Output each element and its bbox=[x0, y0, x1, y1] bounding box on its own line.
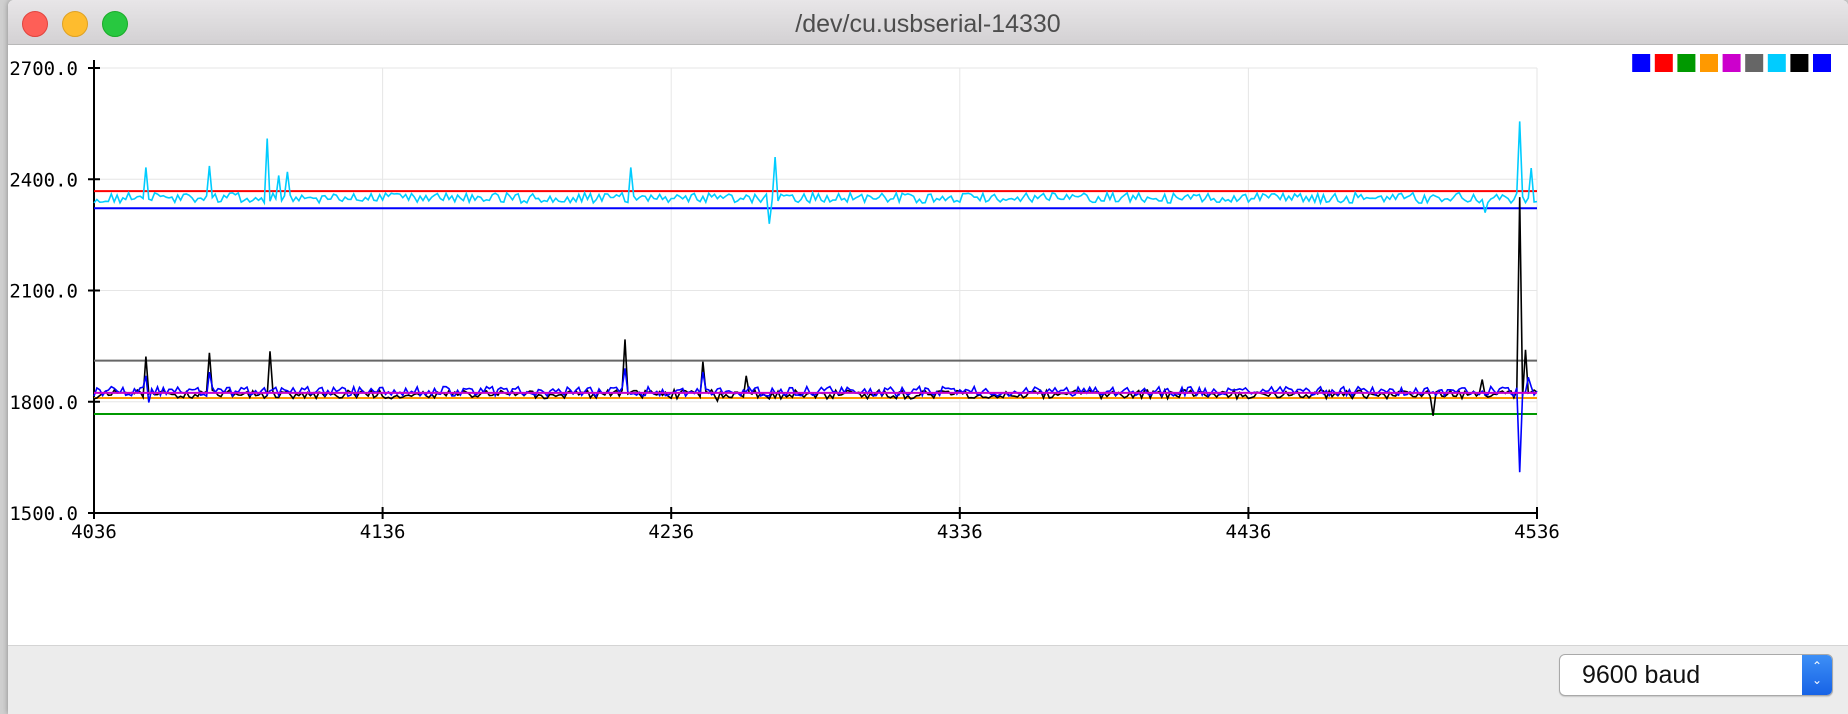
legend-swatch-1[interactable] bbox=[1654, 54, 1673, 72]
legend bbox=[1632, 54, 1831, 72]
close-window-button[interactable] bbox=[22, 11, 48, 37]
minimize-window-button[interactable] bbox=[62, 11, 88, 37]
serial-plotter-window: /dev/cu.usbserial-14330 2700.0 2400.0 2100… bbox=[8, 0, 1848, 714]
y-tick-label: 2100.0 bbox=[9, 281, 78, 303]
legend-swatch-4[interactable] bbox=[1722, 54, 1741, 72]
legend-swatch-0[interactable] bbox=[1632, 54, 1651, 72]
bottom-toolbar: 9600 baud ⌃ ⌄ bbox=[8, 645, 1848, 714]
y-tick-label: 1800.0 bbox=[9, 392, 78, 414]
series-line-7 bbox=[93, 368, 1538, 473]
legend-swatch-7[interactable] bbox=[1790, 54, 1809, 72]
grid-lines bbox=[93, 67, 1538, 514]
legend-swatch-6[interactable] bbox=[1767, 54, 1786, 72]
legend-swatch-5[interactable] bbox=[1745, 54, 1764, 72]
select-arrows-icon[interactable]: ⌃ ⌄ bbox=[1802, 655, 1832, 695]
series-line-5 bbox=[93, 121, 1538, 224]
window-title: /dev/cu.usbserial-14330 bbox=[795, 10, 1061, 38]
baud-rate-select[interactable]: 9600 baud ⌃ ⌄ bbox=[1559, 654, 1833, 696]
zoom-window-button[interactable] bbox=[102, 11, 128, 37]
x-tick-label: 4336 bbox=[937, 521, 983, 543]
y-tick-label: 2400.0 bbox=[9, 169, 78, 191]
x-tick-label: 4236 bbox=[648, 521, 694, 543]
x-tick-label: 4136 bbox=[360, 521, 406, 543]
background-window-edge bbox=[0, 0, 10, 714]
title-bar[interactable]: /dev/cu.usbserial-14330 bbox=[8, 0, 1848, 45]
x-tick-label: 4536 bbox=[1514, 521, 1560, 543]
y-tick-label: 2700.0 bbox=[9, 58, 78, 80]
series-line-6 bbox=[93, 197, 1538, 416]
plot-area: 2700.0 2400.0 2100.0 1800.0 1500.0 4036 4136 42… bbox=[8, 45, 1848, 645]
y-tick-label: 1500.0 bbox=[9, 503, 78, 525]
legend-swatch-2[interactable] bbox=[1677, 54, 1696, 72]
x-tick-label: 4436 bbox=[1226, 521, 1272, 543]
series-lines bbox=[93, 121, 1538, 473]
x-tick-label: 4036 bbox=[71, 521, 117, 543]
legend-swatch-3[interactable] bbox=[1700, 54, 1718, 72]
baud-rate-value: 9600 baud bbox=[1582, 661, 1701, 689]
legend-swatch-8[interactable] bbox=[1813, 54, 1831, 72]
